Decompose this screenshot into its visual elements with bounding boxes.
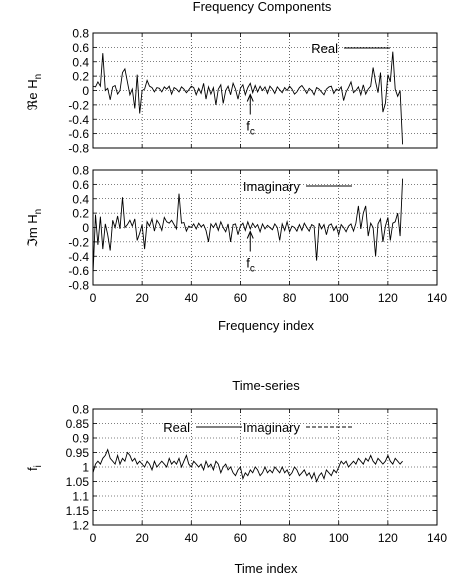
x-tick-label: 40	[185, 531, 199, 545]
fc-arrowhead	[246, 230, 254, 239]
x-tick-label: 140	[427, 291, 447, 305]
y-tick-label: 0.8	[72, 27, 89, 41]
x-tick-label: 20	[135, 291, 149, 305]
series-line-imaginary	[92, 178, 404, 275]
panel-real-plot: 0.80.60.40.20-0.2-0.4-0.6-0.8 Real fc	[68, 27, 438, 156]
y-tick-label: 1.2	[72, 519, 89, 533]
y-tick-label: 0.2	[72, 70, 89, 84]
x-tick-label: 20	[135, 531, 149, 545]
y-tick-label: 0.4	[72, 55, 89, 69]
y-tick-label: 0.8	[72, 403, 89, 417]
panel-real-title: Frequency Components	[193, 0, 332, 14]
x-tick-label: 0	[90, 531, 97, 545]
y-tick-label: -0.8	[68, 279, 89, 293]
legend-label: Imaginary	[243, 420, 301, 435]
panel-real: Frequency Components 0.80.60.40.20-0.2-0…	[25, 0, 438, 156]
panel-imag: 0.80.60.40.20-0.2-0.4-0.6-0.80 20 40 60 80 10…	[25, 164, 447, 334]
y-tick-label: 0.4	[72, 192, 89, 206]
x-tick-label: 0	[90, 291, 97, 305]
x-tick-label: 120	[378, 291, 398, 305]
y-tick-label: -0.2	[68, 98, 89, 112]
x-tick-label: 100	[329, 291, 349, 305]
panel-real-ylabel: ℜe Hn	[25, 74, 44, 110]
panel-imag-xlabel: Frequency index	[218, 318, 315, 333]
y-tick-label: -0.4	[68, 250, 89, 264]
panel-timeseries: Time-series 0.80.850.90.9511.051.11.151.…	[25, 378, 447, 576]
plot-frame	[92, 169, 438, 286]
x-tick-label: 140	[427, 531, 447, 545]
y-tick-label: 0	[82, 84, 89, 98]
panel-imag-plot: 0.80.60.40.20-0.2-0.4-0.6-0.80 20 40 60 80 10…	[68, 164, 447, 306]
y-tick-label: -0.2	[68, 235, 89, 249]
y-tick-label: 0.95	[66, 446, 90, 460]
y-tick-label: 0.6	[72, 178, 89, 192]
x-tick-label: 60	[234, 531, 248, 545]
plot-frame	[92, 32, 438, 149]
legend-label: Real	[311, 41, 338, 56]
panel-imag-ylabel: ℑm Hn	[25, 209, 44, 247]
x-tick-label: 60	[234, 291, 248, 305]
y-tick-label: -0.6	[68, 127, 89, 141]
y-tick-label: 0.2	[72, 207, 89, 221]
fc-label: fc	[246, 256, 255, 275]
x-tick-label: 100	[329, 531, 349, 545]
fc-label: fc	[246, 119, 255, 138]
y-tick-label: 0.6	[72, 41, 89, 55]
y-tick-label: 0	[82, 221, 89, 235]
y-tick-label: 0.85	[66, 417, 90, 431]
y-tick-label: -0.4	[68, 113, 89, 127]
y-tick-label: 1.15	[66, 504, 90, 518]
fc-arrowhead	[246, 93, 254, 102]
plot-frame	[92, 408, 438, 526]
x-tick-label: 80	[283, 291, 297, 305]
y-tick-label: 0.8	[72, 164, 89, 178]
y-tick-label: -0.8	[68, 142, 89, 156]
panel-timeseries-ylabel: fi	[25, 465, 44, 471]
y-tick-label: 1.05	[66, 475, 90, 489]
y-tick-label: 1.1	[72, 490, 89, 504]
series-line-real	[92, 51, 404, 145]
y-tick-label: -0.6	[68, 264, 89, 278]
series-line-real	[92, 448, 403, 483]
x-tick-label: 120	[378, 531, 398, 545]
panel-timeseries-title: Time-series	[232, 378, 300, 393]
panel-timeseries-xlabel: Time index	[234, 561, 298, 576]
y-tick-label: 1	[82, 461, 89, 475]
x-tick-label: 80	[283, 531, 297, 545]
y-tick-label: 0.9	[72, 432, 89, 446]
legend-label: Real	[163, 420, 190, 435]
legend-label: Imaginary	[243, 179, 301, 194]
x-tick-label: 40	[185, 291, 199, 305]
